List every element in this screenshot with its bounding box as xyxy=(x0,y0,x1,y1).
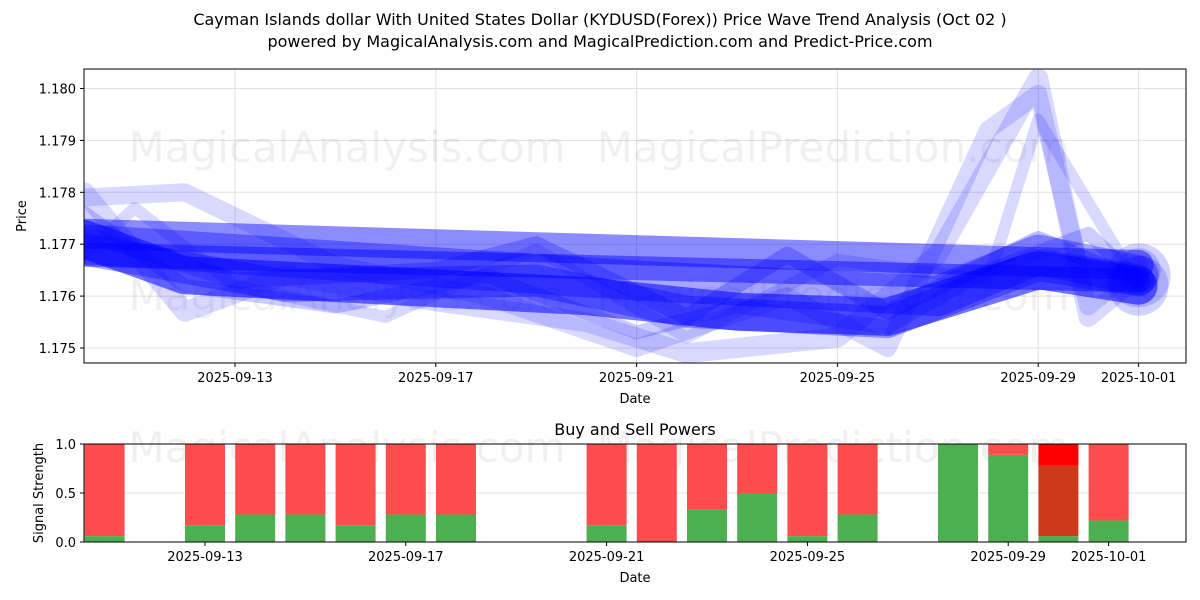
price-y-tick-label: 1.176 xyxy=(39,290,76,305)
wave-series-1 xyxy=(84,218,1154,280)
sell-bar xyxy=(335,444,376,526)
price-y-tick-label: 1.178 xyxy=(39,186,76,201)
sell-bar xyxy=(636,444,677,542)
sell-bar xyxy=(737,444,778,493)
watermark-right: MagicalPrediction.com xyxy=(597,123,1070,172)
powers-y-tick-label: 0.0 xyxy=(55,536,76,551)
sell-bar xyxy=(1088,444,1129,521)
sell-bar xyxy=(988,444,1029,455)
buy-bar xyxy=(436,514,476,542)
sell-bar xyxy=(385,444,426,515)
buy-bar xyxy=(938,444,978,542)
powers-y-tick-label: 0.5 xyxy=(55,487,76,502)
price-y-tick-label: 1.175 xyxy=(39,342,76,357)
buy-bar xyxy=(787,536,828,542)
powers-x-tick-label: 2025-09-29 xyxy=(970,550,1046,565)
buy-bar xyxy=(335,525,376,542)
sell-bar xyxy=(436,444,476,515)
powers-y-tick-label: 1.0 xyxy=(55,438,76,453)
sell-bar xyxy=(1038,444,1079,466)
sell-bar xyxy=(787,444,828,537)
buy-bar xyxy=(1038,536,1079,542)
price-y-tick-label: 1.177 xyxy=(39,238,76,253)
buy-bar xyxy=(1088,520,1129,542)
buy-bar xyxy=(285,514,326,542)
price-x-tick-label: 2025-09-21 xyxy=(599,371,675,386)
powers-y-label: Signal Strength xyxy=(32,443,47,543)
powers-axes: 2025-09-13 2025-09-17 2025-09-21 2025-09-25… xyxy=(55,438,1146,565)
buy-bar xyxy=(687,509,727,542)
price-plot-frame xyxy=(83,68,1187,364)
buy-bar xyxy=(737,493,778,542)
sell-bar xyxy=(185,444,225,526)
buy-bar xyxy=(385,514,426,542)
buy-bar xyxy=(235,514,276,542)
powers-x-tick-label: 2025-09-17 xyxy=(368,550,444,565)
powers-title: Buy and Sell Powers xyxy=(554,420,716,439)
wave-series-10 xyxy=(84,220,1158,336)
buy-bar xyxy=(185,525,225,542)
sell-bar xyxy=(285,444,326,515)
endpoint-bubble xyxy=(1106,243,1171,308)
price-x-label: Date xyxy=(619,392,650,407)
price-axes: 2025-09-13 2025-09-17 2025-09-21 2025-09-25… xyxy=(39,83,1177,387)
chart-subtitle: powered by MagicalAnalysis.com and Magic… xyxy=(267,32,933,51)
price-y-tick-label: 1.179 xyxy=(39,134,76,149)
sell-bar xyxy=(84,444,125,537)
mixed-bar xyxy=(1038,465,1079,537)
powers-x-tick-label: 2025-10-01 xyxy=(1071,550,1147,565)
price-x-tick-label: 2025-09-13 xyxy=(197,371,273,386)
sell-bar xyxy=(837,444,878,515)
endpoint-bubble xyxy=(1116,248,1161,293)
chart-title: Cayman Islands dollar With United States… xyxy=(193,10,1007,29)
powers-x-label: Date xyxy=(619,571,650,586)
price-y-tick-label: 1.180 xyxy=(39,83,76,98)
buy-bar xyxy=(837,514,878,542)
powers-x-tick-label: 2025-09-25 xyxy=(770,550,846,565)
watermark-left: MagicalAnalysis.com xyxy=(129,123,566,172)
powers-x-tick-label: 2025-09-21 xyxy=(569,550,645,565)
powers-x-tick-label: 2025-09-13 xyxy=(167,550,243,565)
sell-bar xyxy=(235,444,276,515)
sell-bar xyxy=(687,444,727,510)
sell-bar xyxy=(586,444,627,526)
price-x-tick-label: 2025-09-25 xyxy=(800,371,876,386)
price-waves xyxy=(84,69,1171,363)
endpoint-bubble xyxy=(1108,255,1169,316)
price-x-tick-label: 2025-09-17 xyxy=(398,371,474,386)
buy-bar xyxy=(988,454,1029,542)
price-x-tick-label: 2025-09-29 xyxy=(1000,371,1076,386)
price-y-label: Price xyxy=(15,200,30,232)
price-x-tick-label: 2025-10-01 xyxy=(1101,371,1177,386)
powers-bars xyxy=(84,444,1129,542)
buy-bar xyxy=(84,536,125,542)
buy-bar xyxy=(586,525,627,542)
